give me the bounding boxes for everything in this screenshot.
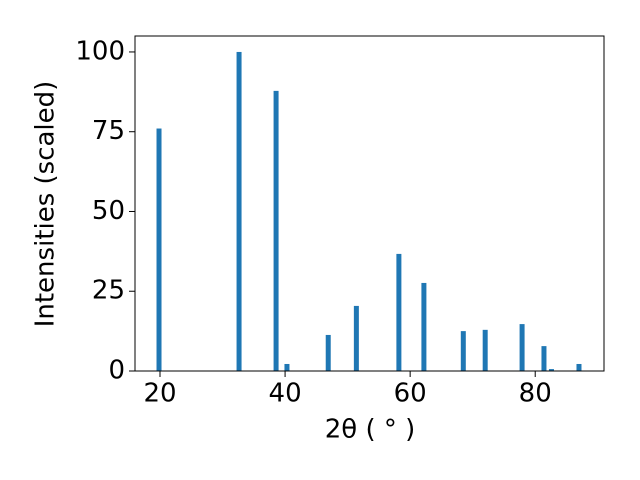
- bar: [541, 346, 547, 371]
- bar: [325, 334, 331, 371]
- y-tick-label: 100: [75, 36, 125, 66]
- bar: [273, 90, 279, 371]
- bar: [421, 282, 427, 371]
- x-tick-label: 40: [269, 379, 302, 409]
- bar: [460, 331, 466, 371]
- y-axis-label: Intensities (scaled): [31, 81, 61, 328]
- x-tick-label: 60: [394, 379, 427, 409]
- y-tick-label: 0: [108, 356, 125, 386]
- y-tick-label: 25: [92, 276, 125, 306]
- plot-frame: [134, 35, 605, 372]
- y-tick-label: 75: [92, 116, 125, 146]
- bar: [519, 324, 525, 371]
- bar: [576, 363, 582, 371]
- bar: [396, 253, 402, 371]
- bar: [236, 51, 242, 371]
- bar: [156, 128, 162, 371]
- bar: [482, 329, 488, 371]
- x-tick-label: 80: [519, 379, 552, 409]
- y-tick-label: 50: [92, 196, 125, 226]
- x-tick-label: 20: [143, 379, 176, 409]
- bar: [548, 369, 554, 371]
- x-axis-label: 2θ ( ° ): [325, 415, 416, 445]
- bar: [284, 363, 290, 371]
- bar: [353, 305, 359, 371]
